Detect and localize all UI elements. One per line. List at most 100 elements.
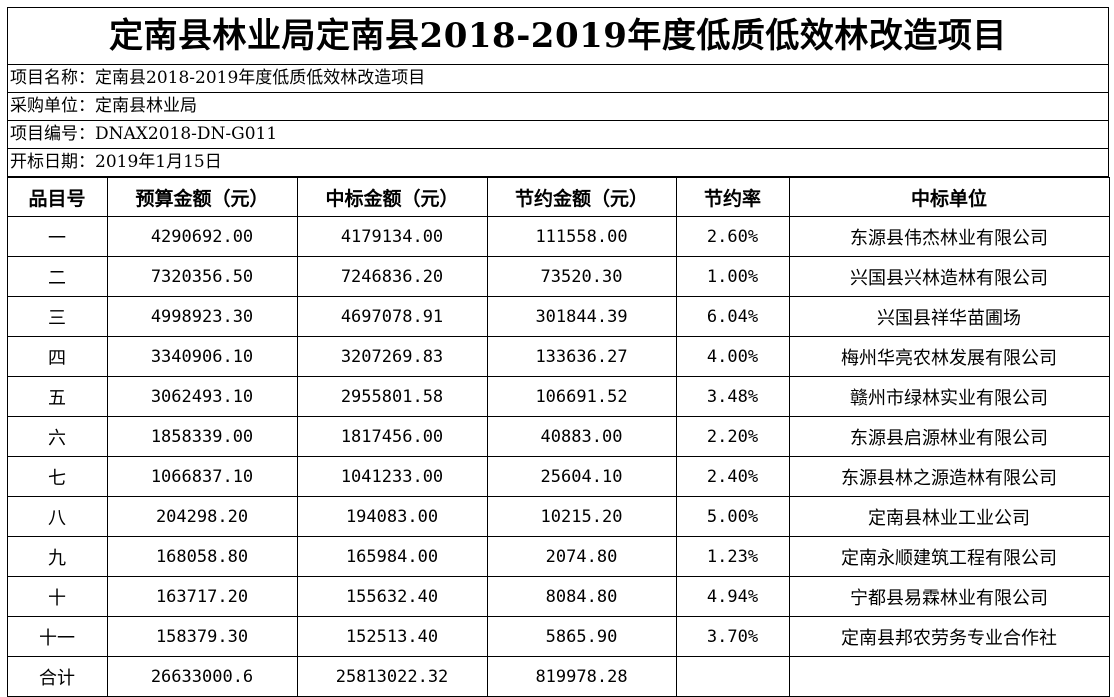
saving-rate-cell: 1.23% (675, 536, 790, 577)
table-row: 七 1066837.10 1041233.00 25604.10 2.40% 东… (6, 456, 1110, 497)
award-cell: 165984.00 (296, 536, 488, 577)
budget-cell: 4290692.00 (106, 216, 298, 257)
saving-rate-cell: 3.48% (675, 376, 790, 417)
total-award-cell: 25813022.32 (296, 656, 488, 697)
bid-result-table: 品目号 预算金额（元） 中标金额（元） 节约金额（元） 节约率 中标单位 一 4… (6, 177, 1110, 697)
winner-cell: 定南永顺建筑工程有限公司 (788, 536, 1110, 577)
award-cell: 194083.00 (296, 496, 488, 537)
table-row: 一 4290692.00 4179134.00 111558.00 2.60% … (6, 216, 1110, 257)
budget-cell: 158379.30 (106, 616, 298, 657)
saving-rate-cell: 6.04% (675, 296, 790, 337)
item-no-cell: 三 (6, 296, 108, 337)
saving-cell: 10215.20 (486, 496, 677, 537)
winner-cell: 兴国县兴林造林有限公司 (788, 256, 1110, 297)
project-number-label: 项目编号： (10, 124, 95, 144)
saving-cell: 2074.80 (486, 536, 677, 577)
budget-cell: 1066837.10 (106, 456, 298, 497)
table-row: 六 1858339.00 1817456.00 40883.00 2.20% 东… (6, 416, 1110, 457)
saving-rate-cell: 5.00% (675, 496, 790, 537)
open-date-value: 2019年1月15日 (95, 152, 222, 172)
project-number-row: 项目编号：DNAX2018-DN-G011 (8, 121, 1109, 149)
table-header-row: 品目号 预算金额（元） 中标金额（元） 节约金额（元） 节约率 中标单位 (6, 177, 1110, 217)
item-no-cell: 十一 (6, 616, 108, 657)
award-cell: 152513.40 (296, 616, 488, 657)
table-row: 八 204298.20 194083.00 10215.20 5.00% 定南县… (6, 496, 1110, 537)
item-no-cell: 九 (6, 536, 108, 577)
saving-cell: 106691.52 (486, 376, 677, 417)
saving-cell: 40883.00 (486, 416, 677, 457)
award-cell: 4697078.91 (296, 296, 488, 337)
budget-cell: 163717.20 (106, 576, 298, 617)
saving-cell: 73520.30 (486, 256, 677, 297)
total-saving-cell: 819978.28 (486, 656, 677, 697)
project-name-row: 项目名称：定南县2018-2019年度低质低效林改造项目 (8, 65, 1109, 93)
winner-cell: 东源县启源林业有限公司 (788, 416, 1110, 457)
item-no-cell: 六 (6, 416, 108, 457)
saving-rate-cell: 2.20% (675, 416, 790, 457)
table-row: 十一 158379.30 152513.40 5865.90 3.70% 定南县… (6, 616, 1110, 657)
purchaser-label: 采购单位： (10, 96, 95, 116)
header-saving: 节约金额（元） (486, 177, 677, 217)
award-cell: 4179134.00 (296, 216, 488, 257)
budget-cell: 168058.80 (106, 536, 298, 577)
total-winner-cell (788, 656, 1110, 697)
saving-rate-cell: 1.00% (675, 256, 790, 297)
table-row: 十 163717.20 155632.40 8084.80 4.94% 宁都县易… (6, 576, 1110, 617)
saving-cell: 5865.90 (486, 616, 677, 657)
table-row: 二 7320356.50 7246836.20 73520.30 1.00% 兴… (6, 256, 1110, 297)
winner-cell: 东源县林之源造林有限公司 (788, 456, 1110, 497)
item-no-cell: 五 (6, 376, 108, 417)
page-title: 定南县林业局定南县2018-2019年度低质低效林改造项目 (8, 8, 1109, 65)
saving-rate-cell: 4.94% (675, 576, 790, 617)
winner-cell: 赣州市绿林实业有限公司 (788, 376, 1110, 417)
total-rate-cell (675, 656, 790, 697)
item-no-cell: 十 (6, 576, 108, 617)
saving-rate-cell: 4.00% (675, 336, 790, 377)
table-row: 四 3340906.10 3207269.83 133636.27 4.00% … (6, 336, 1110, 377)
saving-cell: 301844.39 (486, 296, 677, 337)
winner-cell: 宁都县易霖林业有限公司 (788, 576, 1110, 617)
open-date-row: 开标日期：2019年1月15日 (8, 149, 1109, 177)
bid-result-sheet: 定南县林业局定南县2018-2019年度低质低效林改造项目 项目名称：定南县20… (6, 7, 1110, 697)
saving-rate-cell: 3.70% (675, 616, 790, 657)
table-row: 三 4998923.30 4697078.91 301844.39 6.04% … (6, 296, 1110, 337)
open-date-label: 开标日期： (10, 152, 95, 172)
award-cell: 1041233.00 (296, 456, 488, 497)
project-name-value: 定南县2018-2019年度低质低效林改造项目 (95, 68, 426, 88)
winner-cell: 兴国县祥华苗圃场 (788, 296, 1110, 337)
purchaser-row: 采购单位：定南县林业局 (8, 93, 1109, 121)
table-row: 五 3062493.10 2955801.58 106691.52 3.48% … (6, 376, 1110, 417)
saving-cell: 111558.00 (486, 216, 677, 257)
budget-cell: 204298.20 (106, 496, 298, 537)
budget-cell: 3062493.10 (106, 376, 298, 417)
budget-cell: 7320356.50 (106, 256, 298, 297)
item-no-cell: 二 (6, 256, 108, 297)
saving-cell: 133636.27 (486, 336, 677, 377)
project-name-label: 项目名称： (10, 68, 95, 88)
total-budget-cell: 26633000.6 (106, 656, 298, 697)
award-cell: 3207269.83 (296, 336, 488, 377)
award-cell: 7246836.20 (296, 256, 488, 297)
budget-cell: 1858339.00 (106, 416, 298, 457)
item-no-cell: 七 (6, 456, 108, 497)
item-no-cell: 一 (6, 216, 108, 257)
saving-rate-cell: 2.40% (675, 456, 790, 497)
header-award: 中标金额（元） (296, 177, 488, 217)
saving-rate-cell: 2.60% (675, 216, 790, 257)
award-cell: 155632.40 (296, 576, 488, 617)
header-winner: 中标单位 (788, 177, 1110, 217)
table-row: 九 168058.80 165984.00 2074.80 1.23% 定南永顺… (6, 536, 1110, 577)
award-cell: 2955801.58 (296, 376, 488, 417)
award-cell: 1817456.00 (296, 416, 488, 457)
budget-cell: 4998923.30 (106, 296, 298, 337)
purchaser-value: 定南县林业局 (95, 96, 197, 116)
item-no-cell: 八 (6, 496, 108, 537)
project-number-value: DNAX2018-DN-G011 (95, 124, 278, 144)
header-item-no: 品目号 (6, 177, 108, 217)
winner-cell: 定南县林业工业公司 (788, 496, 1110, 537)
saving-cell: 25604.10 (486, 456, 677, 497)
total-label-cell: 合计 (6, 656, 108, 697)
winner-cell: 定南县邦农劳务专业合作社 (788, 616, 1110, 657)
budget-cell: 3340906.10 (106, 336, 298, 377)
item-no-cell: 四 (6, 336, 108, 377)
